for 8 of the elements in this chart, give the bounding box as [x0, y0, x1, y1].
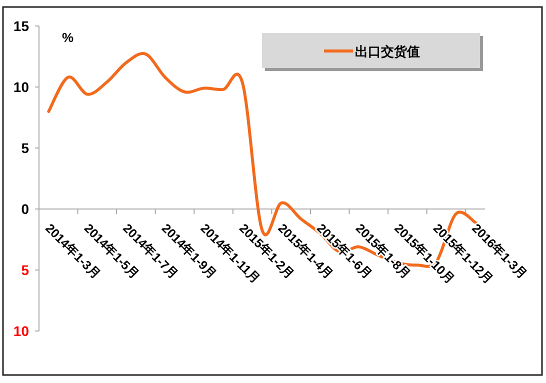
y-tick-label: 15: [13, 18, 30, 34]
y-tick-label: 0: [21, 201, 30, 217]
y-tick-label: 10: [13, 79, 30, 95]
y-axis-title: %: [62, 30, 74, 45]
y-tick-label: 5: [21, 262, 30, 278]
legend-label: 出口交货值: [355, 44, 420, 59]
y-tick-label: 10: [13, 323, 30, 339]
y-tick-label: 5: [21, 140, 30, 156]
